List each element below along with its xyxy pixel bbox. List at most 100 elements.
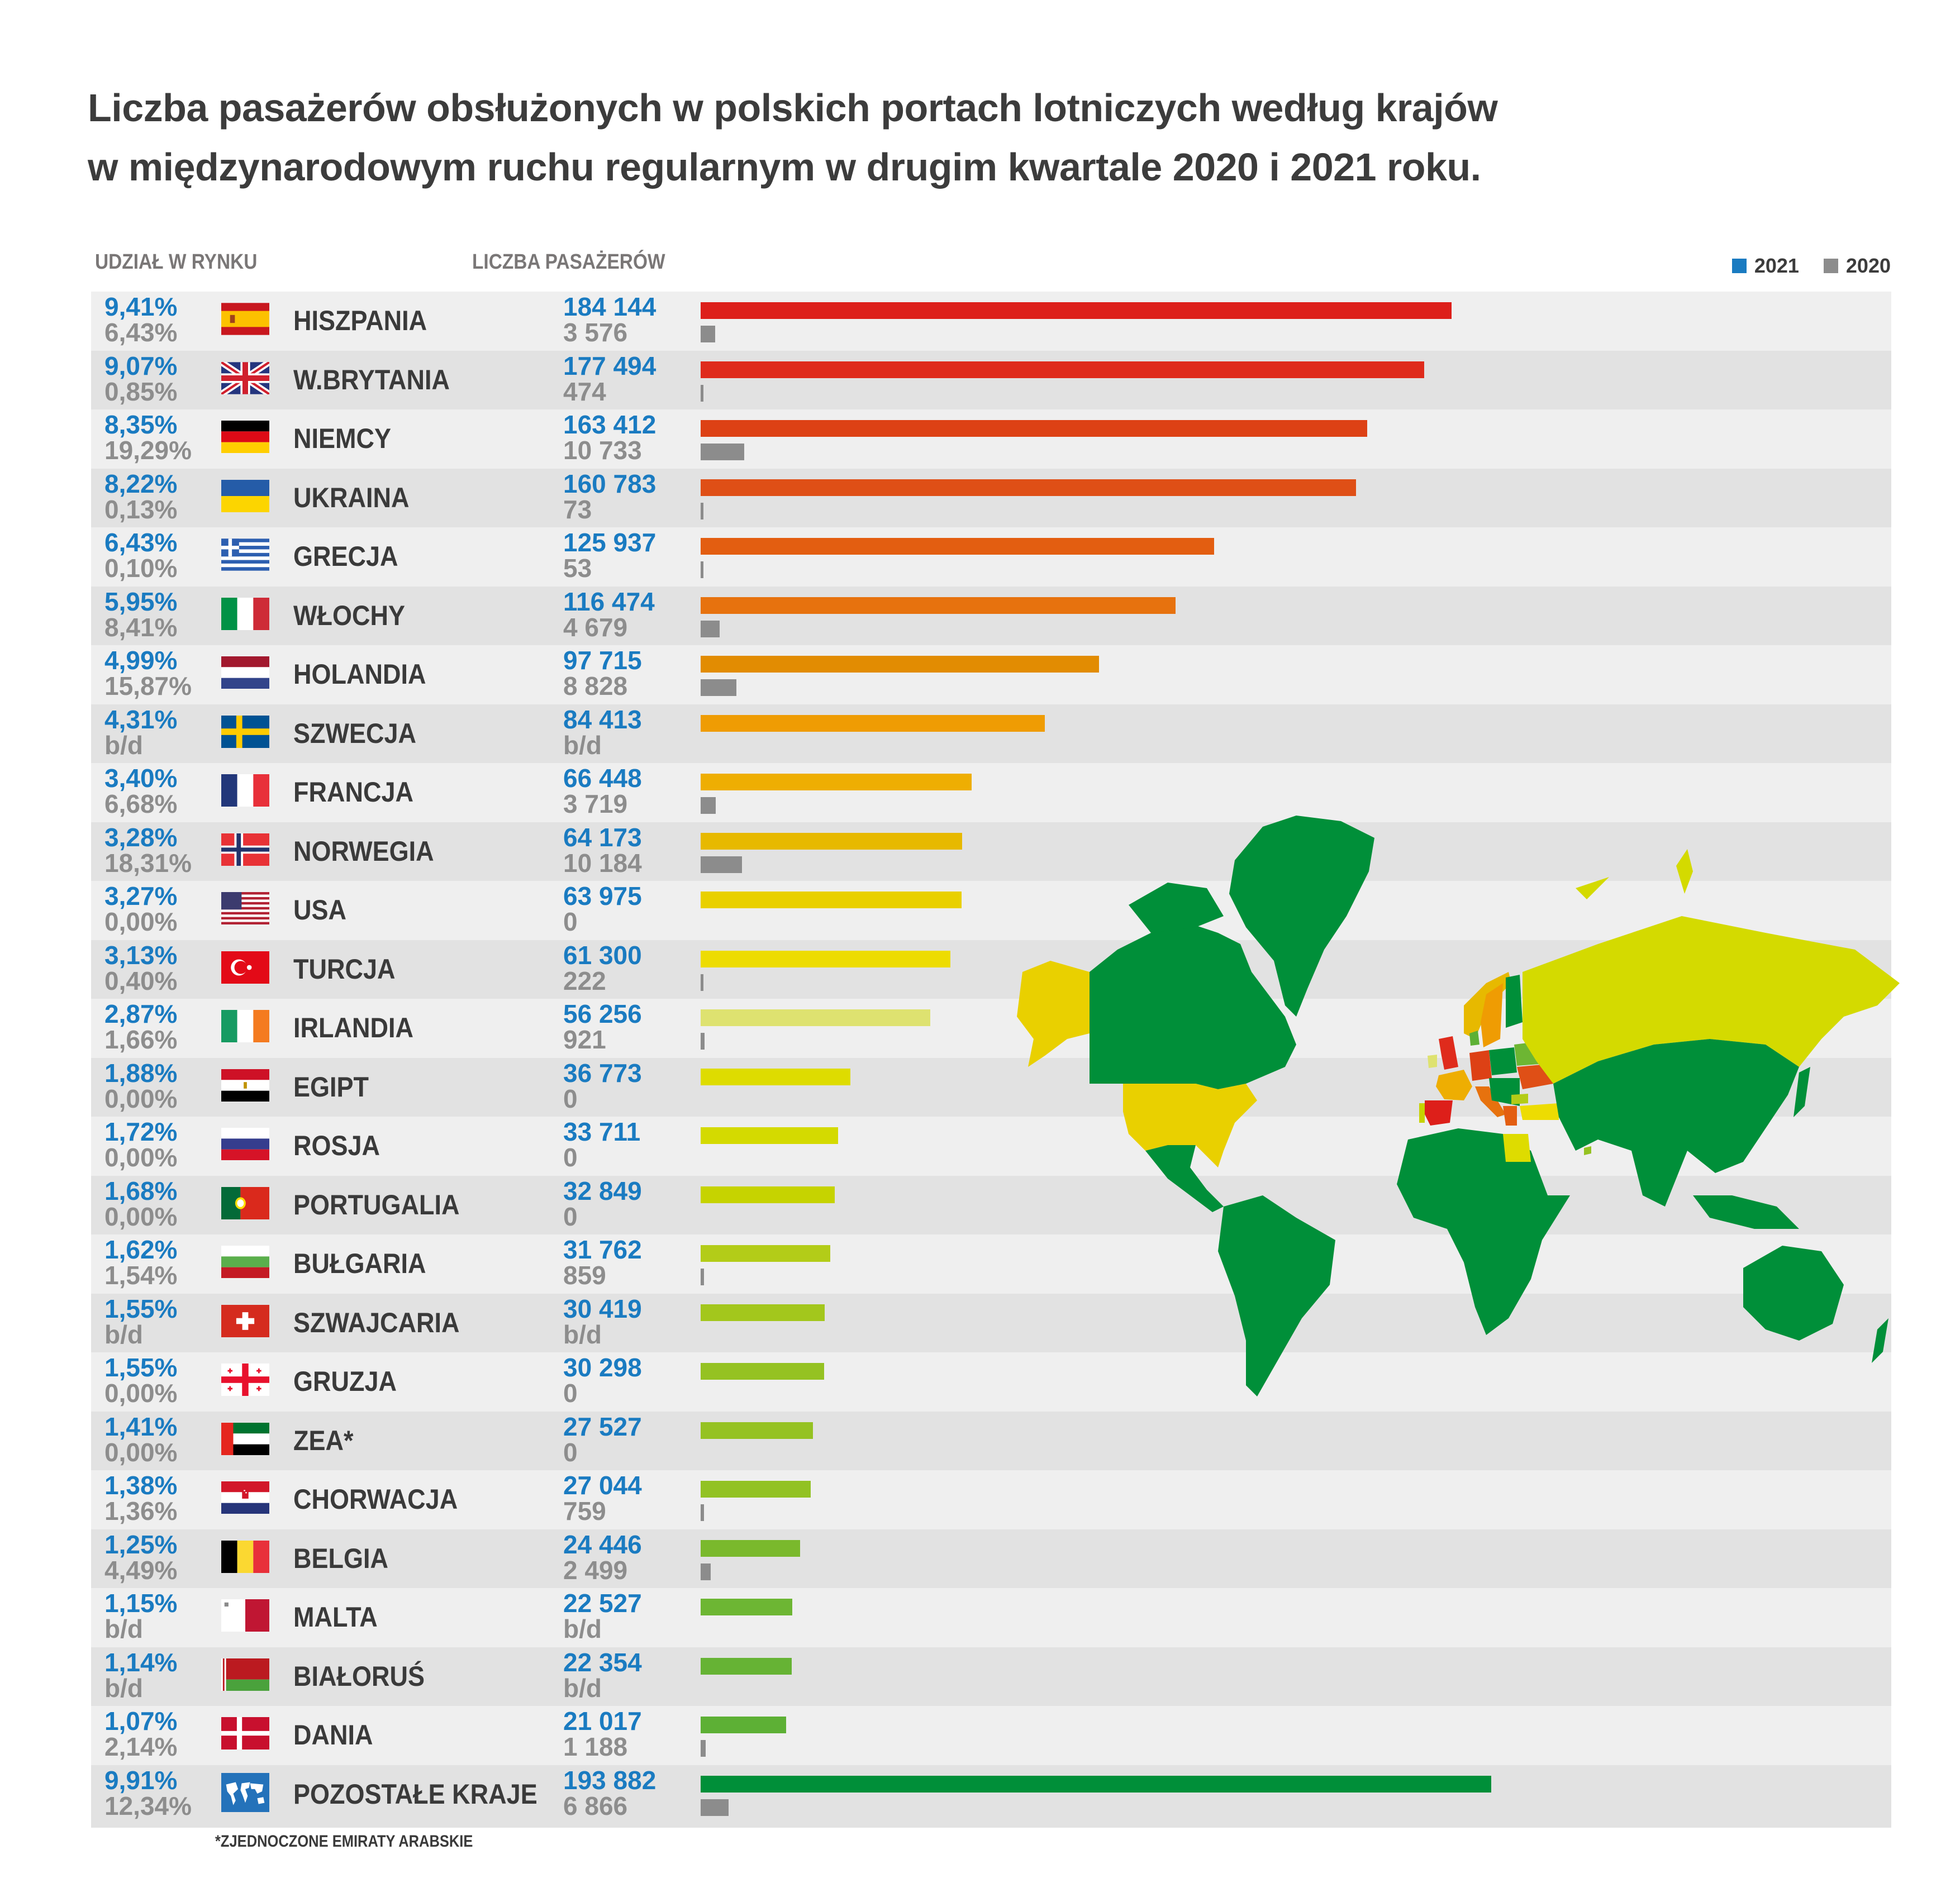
country-name: GRUZJA: [293, 1366, 397, 1397]
bar-2020: [701, 797, 716, 814]
pax-2021: 64 173: [563, 822, 642, 852]
country-name: W.BRYTANIA: [293, 364, 450, 395]
pax-2021: 56 256: [563, 999, 642, 1028]
legend: 2021 2020: [1731, 254, 1891, 278]
map-canada: [1090, 922, 1296, 1089]
map-spain: [1425, 1100, 1453, 1126]
pax-2020: b/d: [563, 1319, 602, 1349]
map-egypt: [1503, 1134, 1531, 1162]
share-2021: 1,62%: [104, 1235, 178, 1264]
footnote: *ZJEDNOCZONE EMIRATY ARABSKIE: [215, 1832, 473, 1851]
bar-2021: [701, 892, 962, 908]
market-share: 3,40% 6,68%: [104, 765, 177, 817]
map-usa: [1123, 1084, 1257, 1167]
share-2020: 1,36%: [104, 1496, 178, 1526]
passengers-header: LICZBA PASAŻERÓW: [472, 250, 665, 274]
pax-2020: 53: [563, 554, 592, 583]
pax-2020: 73: [563, 494, 592, 524]
passenger-count: 33 711 0: [563, 1119, 640, 1170]
market-share: 9,07% 0,85%: [104, 353, 177, 404]
country-name: ZEA*: [293, 1424, 354, 1456]
map-greece: [1503, 1106, 1517, 1126]
pax-2020: 759: [563, 1496, 606, 1526]
pax-2021: 116 474: [563, 587, 655, 616]
table-row: 1,07% 2,14% DANIA 21 017 1 188: [91, 1706, 1891, 1765]
france-flag-icon: [221, 774, 269, 807]
table-row: 1,68% 0,00% PORTUGALIA 32 849 0: [91, 1175, 1891, 1234]
pax-2020: 2 499: [563, 1555, 628, 1585]
croatia-flag-icon: [221, 1481, 269, 1514]
market-share-header: UDZIAŁ W RYNKU: [95, 250, 258, 274]
share-2020: 19,29%: [104, 436, 192, 465]
market-share: 9,41% 6,43%: [104, 294, 177, 345]
country-name: SZWAJCARIA: [293, 1307, 460, 1338]
market-share: 1,25% 4,49%: [104, 1532, 177, 1583]
bar-2021: [701, 1599, 792, 1615]
map-germany: [1469, 1050, 1492, 1081]
map-denmark: [1469, 1031, 1479, 1046]
passenger-count: 31 762 859: [563, 1237, 642, 1288]
table-row: 8,35% 19,29% NIEMCY 163 412 10 733: [91, 409, 1891, 469]
table-row: 1,41% 0,00% ZEA* 27 527 0: [91, 1411, 1891, 1470]
table-row: 1,25% 4,49% BELGIA 24 446 2 499: [91, 1529, 1891, 1588]
netherlands-flag-icon: [221, 656, 269, 689]
pax-2021: 177 494: [563, 351, 656, 380]
egypt-flag-icon: [221, 1069, 269, 1102]
market-share: 3,28% 18,31%: [104, 824, 192, 876]
bar-2020: [701, 326, 715, 342]
pax-2020: 0: [563, 1437, 578, 1467]
bar-2020: [701, 1269, 704, 1285]
share-2020: b/d: [104, 1319, 143, 1349]
table-row: 9,91% 12,34% POZOSTAŁE KRAJE 193 882 6 8…: [91, 1765, 1891, 1828]
table-row: 1,62% 1,54% BUŁGARIA 31 762 859: [91, 1234, 1891, 1294]
bar-2020: [701, 620, 720, 637]
belarus-flag-icon: [221, 1658, 269, 1691]
share-2021: 1,38%: [104, 1471, 178, 1500]
bar-2021: [701, 1068, 850, 1085]
legend-label-2020: 2020: [1845, 254, 1891, 277]
table-row: 3,40% 6,68% FRANCJA 66 448 3 719: [91, 763, 1891, 822]
bar-2021: [701, 1539, 800, 1557]
pax-2021: 30 298: [563, 1353, 642, 1382]
map-new-zealand: [1872, 1318, 1888, 1363]
country-name: CHORWACJA: [293, 1484, 458, 1515]
pax-2020: 474: [563, 376, 606, 406]
legend-item-2021: 2021: [1731, 254, 1799, 278]
passenger-count: 30 298 0: [563, 1355, 642, 1406]
bulgaria-flag-icon: [221, 1246, 269, 1278]
country-name: PORTUGALIA: [293, 1189, 460, 1221]
country-name: BIAŁORUŚ: [293, 1660, 425, 1692]
share-2020: 0,00%: [104, 1202, 178, 1231]
pax-2021: 163 412: [563, 410, 656, 439]
pax-2021: 22 354: [563, 1647, 642, 1677]
russia-flag-icon: [221, 1128, 269, 1160]
country-name: BELGIA: [293, 1542, 389, 1574]
bar-2021: [701, 597, 1176, 614]
table-row: 1,14% b/d BIAŁORUŚ 22 354 b/d: [91, 1647, 1891, 1706]
bar-2021: [701, 1304, 825, 1321]
map-poland: [1489, 1047, 1517, 1075]
market-share: 2,87% 1,66%: [104, 1001, 177, 1052]
passenger-count: 30 419 b/d: [563, 1296, 642, 1347]
share-2020: 0,00%: [104, 907, 178, 936]
share-2020: b/d: [104, 730, 143, 760]
ireland-flag-icon: [221, 1010, 269, 1042]
legend-item-2020: 2020: [1823, 254, 1891, 278]
country-name: UKRAINA: [293, 482, 410, 513]
share-2020: 0,00%: [104, 1143, 178, 1172]
market-share: 4,31% b/d: [104, 707, 177, 758]
bar-2021: [701, 1127, 838, 1144]
country-name: HISZPANIA: [293, 305, 427, 336]
share-2020: 8,41%: [104, 612, 178, 642]
market-share: 9,91% 12,34%: [104, 1767, 192, 1819]
pax-2020: 3 719: [563, 789, 628, 818]
bar-2021: [701, 1009, 930, 1026]
share-2020: 0,40%: [104, 966, 178, 995]
share-2021: 1,25%: [104, 1529, 178, 1559]
pax-2021: 33 711: [563, 1117, 641, 1146]
pax-2020: 0: [563, 1084, 578, 1113]
pax-2021: 84 413: [563, 704, 642, 734]
map-france: [1436, 1070, 1472, 1100]
belgium-flag-icon: [221, 1540, 269, 1573]
pax-2020: 0: [563, 1379, 578, 1408]
